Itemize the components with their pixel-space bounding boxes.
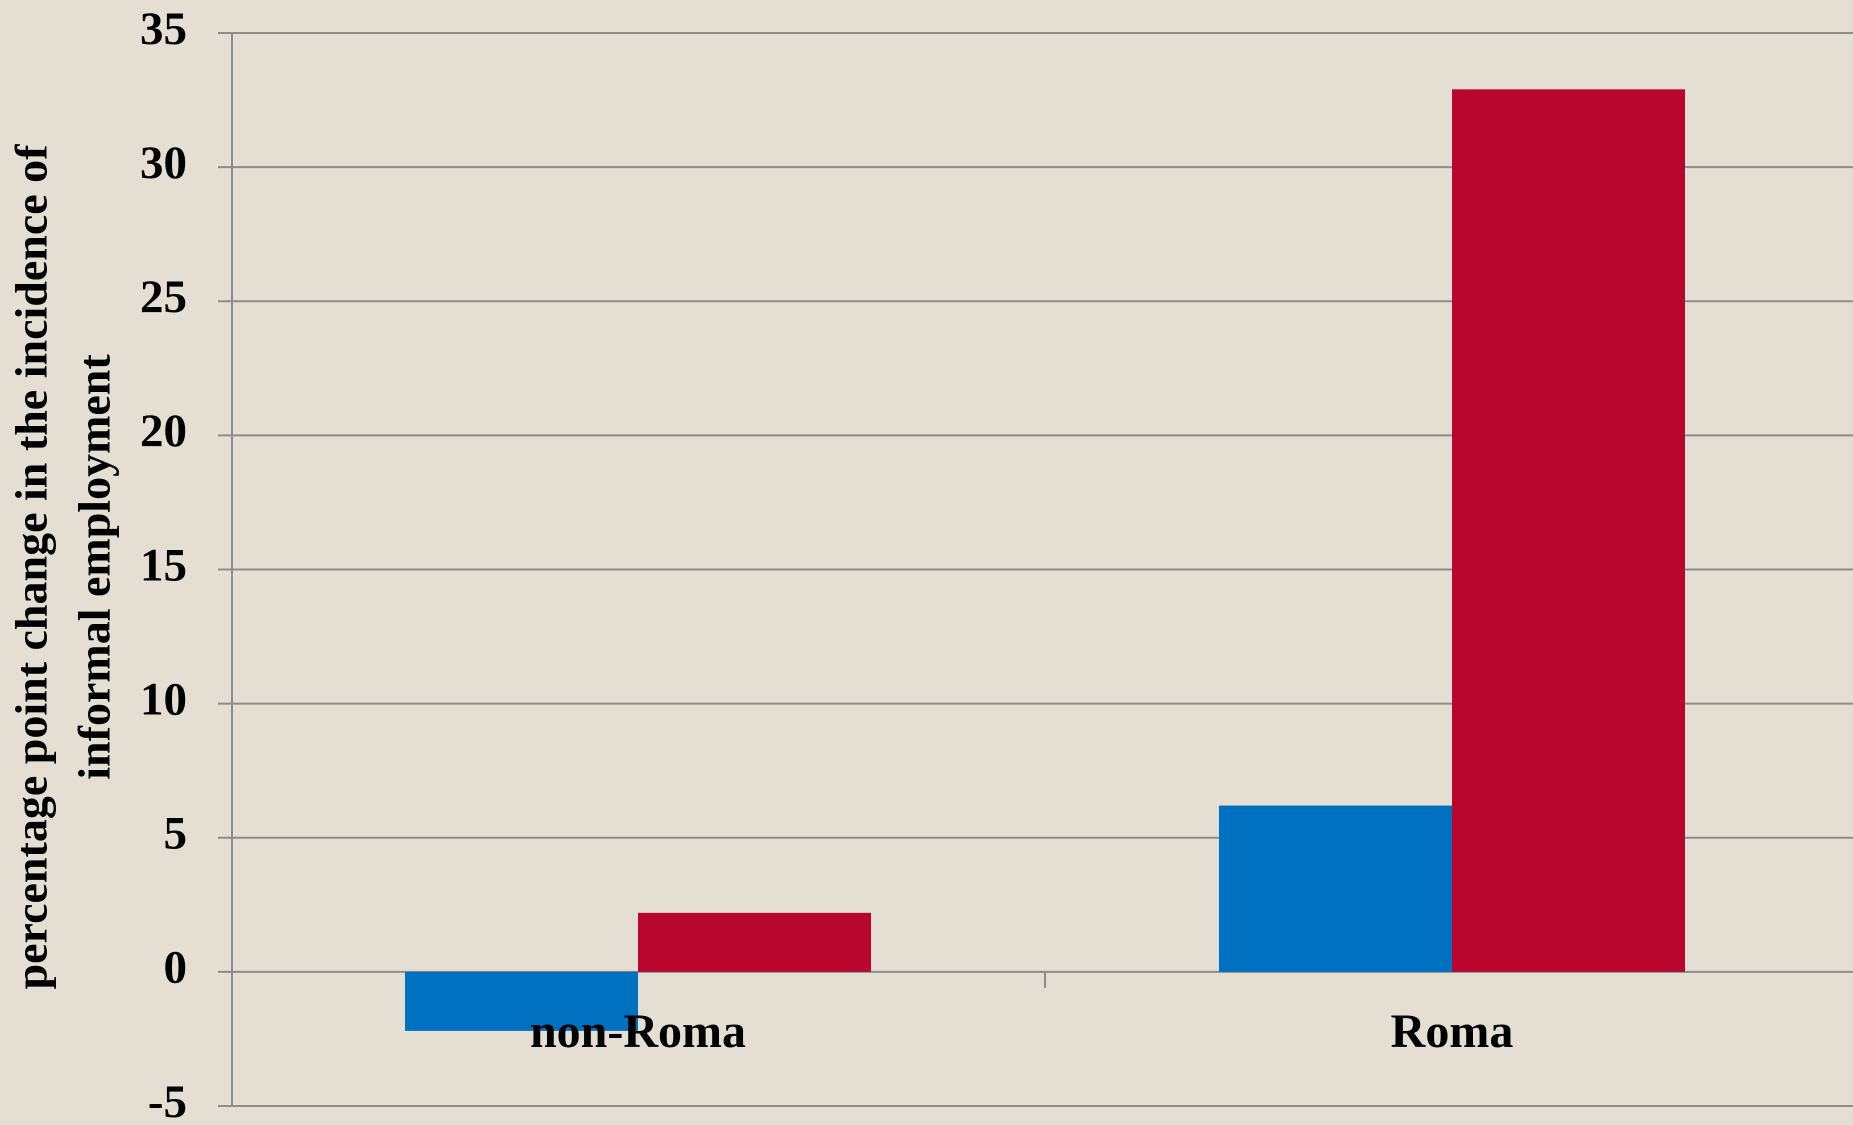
- bar: [405, 971, 638, 1031]
- bar: [638, 912, 871, 972]
- x-tick-label: Roma: [1391, 1005, 1514, 1058]
- bar: [1452, 89, 1685, 972]
- y-tick-label: 30: [140, 137, 187, 189]
- x-tick-label: non-Roma: [530, 1005, 746, 1058]
- y-tick-label: 10: [140, 673, 187, 725]
- y-tick-label: 20: [140, 405, 187, 457]
- y-tick-label: 25: [140, 271, 187, 323]
- y-axis-title: percentage point change in the incidence…: [6, 144, 120, 990]
- y-tick-label: 5: [164, 808, 188, 860]
- y-tick-label: 35: [140, 3, 187, 55]
- y-axis-title-line: percentage point change in the incidence…: [6, 144, 57, 990]
- y-axis-title-line: informal employment: [69, 354, 120, 780]
- y-tick-label: -5: [148, 1076, 187, 1125]
- bar: [1219, 805, 1452, 972]
- y-tick-label: 15: [140, 539, 187, 591]
- y-tick-label: 0: [164, 942, 188, 994]
